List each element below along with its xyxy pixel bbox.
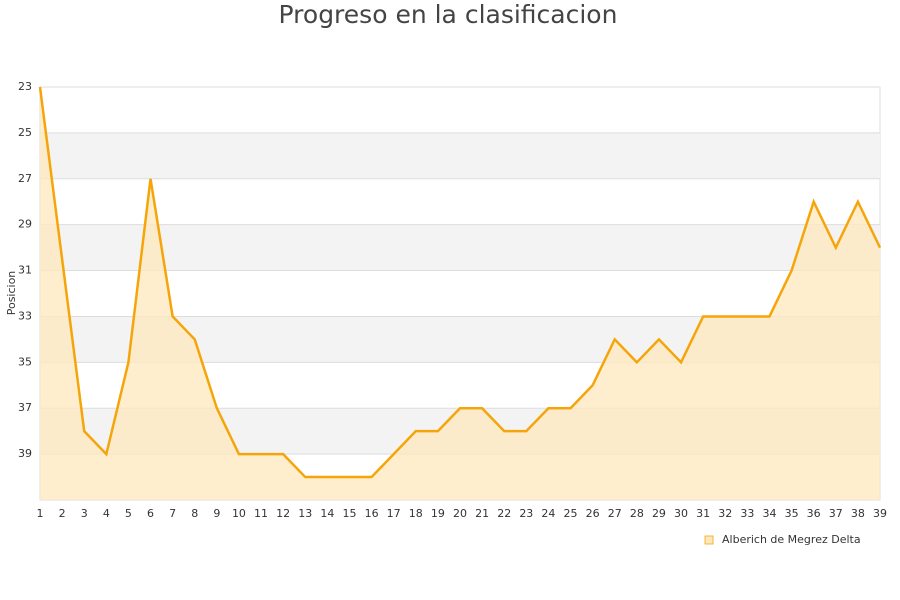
- x-tick-label: 35: [785, 507, 799, 520]
- x-tick-label: 1: [37, 507, 44, 520]
- x-tick-label: 3: [81, 507, 88, 520]
- x-tick-label: 19: [431, 507, 445, 520]
- y-tick-label: 39: [18, 447, 32, 460]
- x-tick-label: 38: [851, 507, 865, 520]
- y-tick-label: 35: [18, 355, 32, 368]
- x-tick-label: 23: [519, 507, 533, 520]
- y-tick-label: 37: [18, 401, 32, 414]
- x-tick-label: 20: [453, 507, 467, 520]
- y-tick-label: 25: [18, 126, 32, 139]
- grid-band: [40, 132, 880, 179]
- y-tick-label: 33: [18, 309, 32, 322]
- x-tick-label: 26: [586, 507, 600, 520]
- x-tick-label: 11: [254, 507, 268, 520]
- x-tick-label: 29: [652, 507, 666, 520]
- x-tick-label: 39: [873, 507, 887, 520]
- x-tick-label: 28: [630, 507, 644, 520]
- y-tick-label: 23: [18, 80, 32, 93]
- x-tick-label: 34: [762, 507, 776, 520]
- x-tick-label: 10: [232, 507, 246, 520]
- grid-band: [40, 224, 880, 271]
- x-tick-label: 17: [387, 507, 401, 520]
- y-tick-label: 31: [18, 264, 32, 277]
- area: [40, 87, 880, 500]
- x-tick-label: 16: [365, 507, 379, 520]
- x-tick-label: 25: [564, 507, 578, 520]
- x-tick-label: 15: [342, 507, 356, 520]
- line: [38, 86, 882, 479]
- legend-label: Alberich de Megrez Delta: [722, 533, 861, 546]
- x-tick-label: 30: [674, 507, 688, 520]
- y-tick-label: 27: [18, 172, 32, 185]
- x-tick-label: 5: [125, 507, 132, 520]
- x-tick-label: 6: [147, 507, 154, 520]
- x-tick-label: 33: [740, 507, 754, 520]
- x-tick-label: 4: [103, 507, 110, 520]
- x-tick-label: 2: [59, 507, 66, 520]
- x-tick-label: 22: [497, 507, 511, 520]
- x-tick-label: 31: [696, 507, 710, 520]
- x-tick-label: 13: [298, 507, 312, 520]
- x-tick-label: 24: [541, 507, 555, 520]
- x-tick-label: 12: [276, 507, 290, 520]
- x-tick-label: 8: [191, 507, 198, 520]
- x-tick-label: 37: [829, 507, 843, 520]
- x-tick-label: 14: [320, 507, 334, 520]
- x-tick-label: 21: [475, 507, 489, 520]
- x-tick-label: 32: [718, 507, 732, 520]
- x-tick-label: 27: [608, 507, 622, 520]
- x-tick-label: 36: [807, 507, 821, 520]
- legend-swatch: [704, 535, 714, 545]
- y-axis-label: Posicion: [5, 271, 18, 316]
- x-tick-label: 9: [213, 507, 220, 520]
- x-tick-label: 18: [409, 507, 423, 520]
- y-tick-label: 29: [18, 218, 32, 231]
- chart-title: Progreso en la clasificacion: [279, 0, 618, 29]
- x-tick-label: 7: [169, 507, 176, 520]
